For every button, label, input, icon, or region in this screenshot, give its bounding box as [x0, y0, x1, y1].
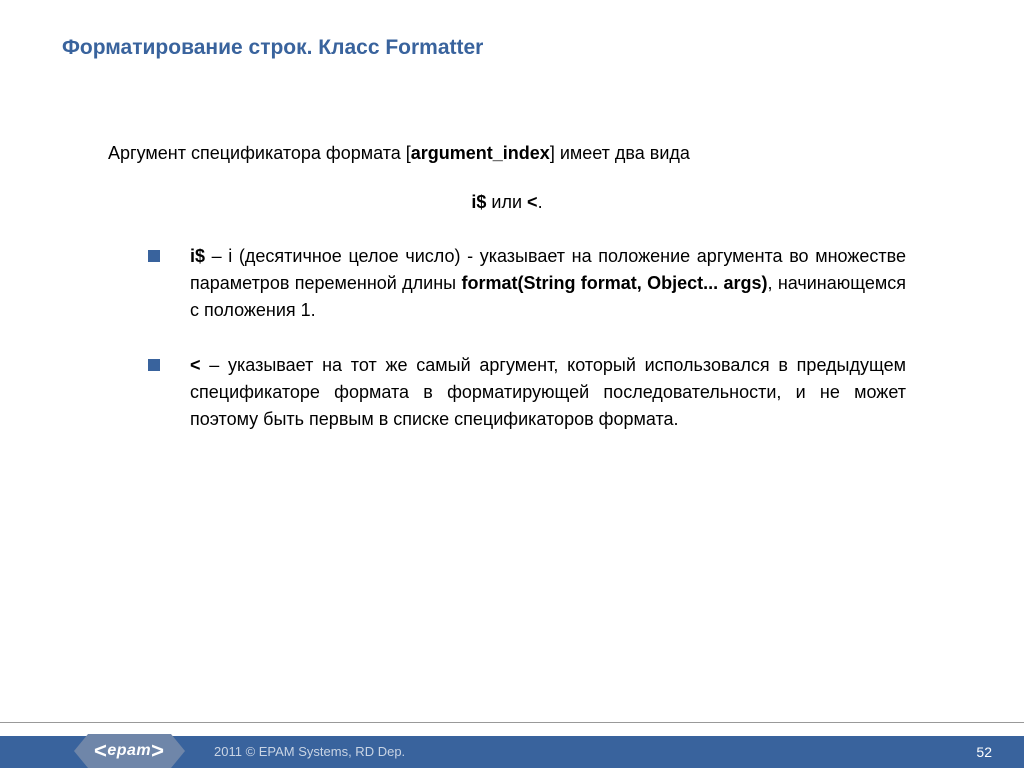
bullet-body: – указывает на тот же самый аргумент, ко…	[190, 355, 906, 429]
slide-title: Форматирование строк. Класс Formatter	[62, 36, 483, 60]
logo-body: <epam>	[88, 734, 171, 768]
bullet-lead: i$	[190, 246, 205, 266]
intro-bold: argument_index	[411, 143, 550, 163]
logo-chevron-right-icon	[171, 734, 185, 768]
bullet-marker-icon	[148, 359, 160, 371]
center-b2: <	[527, 192, 538, 212]
list-item: < – указывает на тот же самый аргумент, …	[148, 352, 906, 433]
center-line: i$ или <.	[108, 192, 906, 213]
center-b1: i$	[471, 192, 486, 212]
center-tail: .	[538, 192, 543, 212]
logo: <epam>	[74, 734, 185, 768]
logo-text: <epam>	[94, 738, 165, 764]
bullet-list: i$ – i (десятичное целое число) - указыв…	[108, 243, 906, 433]
bullet-marker-icon	[148, 250, 160, 262]
bullet-text: i$ – i (десятичное целое число) - указыв…	[190, 243, 906, 324]
logo-chevron-left-icon	[74, 734, 88, 768]
page-number: 52	[976, 736, 992, 768]
logo-label: epam	[107, 742, 151, 760]
content-area: Аргумент спецификатора формата [argument…	[108, 140, 906, 461]
intro-pre: Аргумент спецификатора формата [	[108, 143, 411, 163]
bullet-code: format(String format, Object... args)	[461, 273, 767, 293]
bullet-lead: <	[190, 355, 201, 375]
intro-paragraph: Аргумент спецификатора формата [argument…	[108, 140, 906, 166]
footer-copyright: 2011 © EPAM Systems, RD Dep.	[214, 736, 405, 768]
bullet-text: < – указывает на тот же самый аргумент, …	[190, 352, 906, 433]
list-item: i$ – i (десятичное целое число) - указыв…	[148, 243, 906, 324]
intro-post: ] имеет два вида	[550, 143, 690, 163]
center-mid: или	[486, 192, 527, 212]
footer-divider	[0, 722, 1024, 723]
